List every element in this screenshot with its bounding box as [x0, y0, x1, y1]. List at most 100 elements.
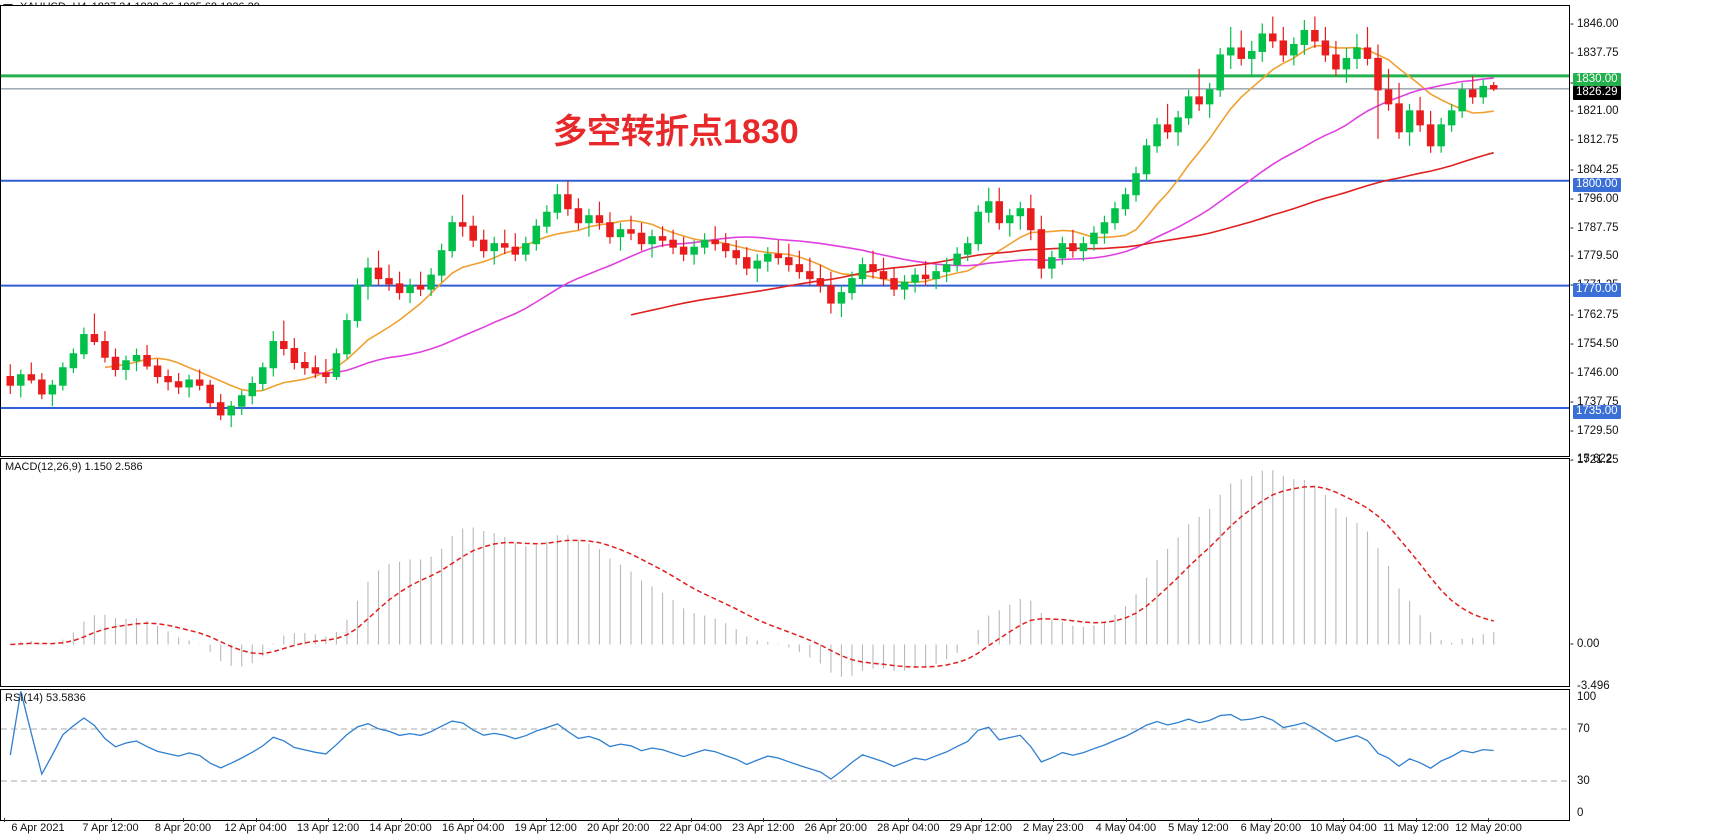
- candle-body: [17, 374, 25, 386]
- candle-body: [553, 194, 562, 213]
- candle-body: [700, 239, 709, 248]
- candle-body: [1048, 257, 1056, 269]
- candle-body: [869, 264, 877, 273]
- time-axis-tick: 23 Apr 12:00: [732, 822, 795, 834]
- time-axis-tick: 7 Apr 12:00: [82, 822, 139, 834]
- macd-pane[interactable]: MACD(12,26,9) 1.150 2.586: [0, 458, 1570, 687]
- rsi-axis-tick: 100: [1577, 691, 1597, 703]
- candle-body: [269, 341, 278, 369]
- candle-body: [753, 260, 762, 269]
- rsi-pane[interactable]: RSI(14) 53.5836: [0, 689, 1570, 821]
- candle-body: [195, 379, 204, 386]
- time-axis-tick: 14 Apr 20:00: [369, 822, 432, 834]
- price-axis-pill: 1826.29: [1573, 85, 1621, 100]
- rsi-line: [9, 691, 1494, 780]
- time-axis-mark: [980, 818, 982, 822]
- candle-body: [1489, 85, 1498, 90]
- candle-body: [1395, 103, 1403, 133]
- candle-body: [911, 274, 919, 283]
- candle-body: [90, 334, 99, 343]
- time-axis-tick: 26 Apr 20:00: [804, 822, 867, 834]
- time-axis-mark: [400, 818, 402, 822]
- time-axis-mark: [1053, 818, 1055, 822]
- price-chart-pane[interactable]: [0, 5, 1570, 457]
- candle-body: [311, 367, 320, 374]
- candle-body: [153, 365, 162, 377]
- price-axis-tick: -1779.50: [1570, 250, 1619, 263]
- candle-body: [858, 264, 867, 280]
- candle-body: [248, 382, 257, 397]
- candle-body: [259, 367, 267, 384]
- candle-body: [564, 194, 572, 210]
- candle-body: [1016, 208, 1025, 217]
- candle-body: [1384, 89, 1393, 105]
- time-axis-tick: 19 Apr 12:00: [514, 822, 577, 834]
- candle-body: [1079, 243, 1088, 252]
- candle-body: [69, 353, 78, 369]
- candle-body: [732, 250, 740, 259]
- candle-body: [1416, 110, 1424, 126]
- candle-body: [669, 239, 677, 248]
- candle-body: [500, 243, 509, 248]
- candle-body: [322, 372, 330, 377]
- candle-body: [953, 253, 961, 266]
- time-axis-mark: [545, 818, 547, 822]
- candle-body: [827, 285, 835, 304]
- moving-average-2: [630, 151, 1494, 316]
- candle-body: [290, 348, 299, 364]
- candle-body: [237, 395, 246, 407]
- candle-body: [1153, 124, 1161, 147]
- candle-body: [364, 267, 372, 287]
- candle-body: [932, 271, 940, 280]
- candle-body: [143, 355, 151, 367]
- candle-body: [995, 201, 1004, 224]
- macd-axis-tick: -0.00: [1570, 638, 1600, 651]
- candle-body: [1237, 47, 1245, 59]
- rsi-svg: [1, 691, 1569, 782]
- candle-body: [637, 232, 646, 245]
- candle-body: [27, 374, 36, 381]
- time-axis-mark: [255, 818, 257, 822]
- time-axis-mark: [1415, 818, 1417, 822]
- price-axis-tick: -1762.75: [1570, 308, 1619, 321]
- time-axis-mark: [473, 818, 475, 822]
- candle-body: [458, 222, 467, 227]
- price-axis-pill: 1735.00: [1573, 404, 1621, 419]
- price-axis: -1846.00-1837.75-1829.25-1821.00-1812.75…: [1570, 5, 1730, 466]
- candle-body: [1132, 173, 1140, 196]
- time-axis-tick: 13 Apr 12:00: [296, 822, 360, 834]
- time-axis-tick: 10 May 04:00: [1310, 822, 1377, 834]
- candle-body: [543, 211, 551, 227]
- candle-body: [1184, 96, 1193, 119]
- candle-body: [1058, 243, 1067, 259]
- candle-body: [984, 201, 993, 213]
- candle-body: [174, 381, 183, 388]
- moving-average-1: [315, 77, 1494, 375]
- candle-body: [1468, 89, 1477, 98]
- candle-body: [1111, 208, 1119, 224]
- candle-body: [974, 211, 982, 245]
- time-axis-tick: 28 Apr 04:00: [877, 822, 940, 834]
- candle-body: [1458, 89, 1466, 112]
- candle-body: [963, 243, 972, 255]
- candle-body: [848, 278, 856, 294]
- time-axis-tick: 12 May 20:00: [1455, 822, 1522, 834]
- candle-body: [1258, 33, 1267, 52]
- candle-body: [1037, 229, 1046, 269]
- candle-body: [406, 285, 414, 294]
- candle-body: [522, 243, 530, 255]
- time-axis-tick: 6 May 20:00: [1240, 822, 1302, 834]
- candle-body: [1321, 40, 1330, 56]
- candle-body: [1363, 47, 1372, 59]
- candle-body: [606, 222, 614, 238]
- time-axis-tick: 16 Apr 04:00: [441, 822, 505, 834]
- candle-body: [38, 379, 46, 395]
- time-axis-mark: [110, 818, 112, 822]
- candle-body: [879, 271, 888, 280]
- candle-body: [774, 253, 783, 259]
- candle-body: [574, 208, 583, 224]
- macd-axis: 15.622 -0.00 -3.496: [1570, 453, 1730, 692]
- candle-body: [764, 253, 772, 262]
- time-axis-tick: 11 May 12:00: [1383, 822, 1449, 834]
- candle-body: [1342, 57, 1351, 70]
